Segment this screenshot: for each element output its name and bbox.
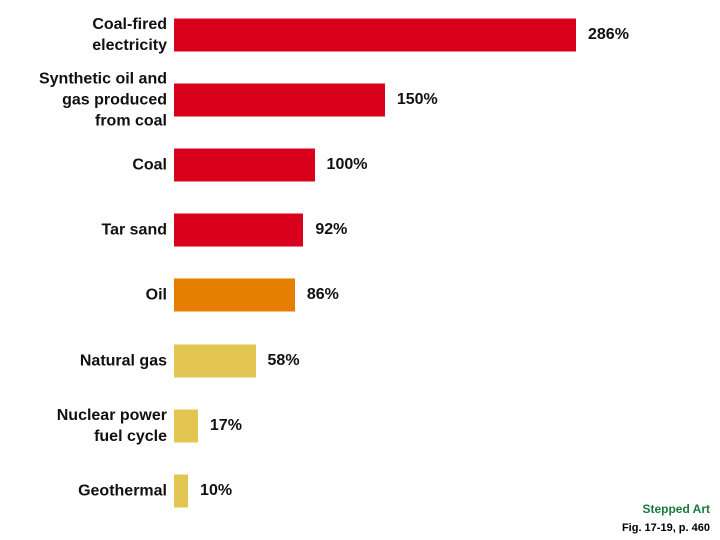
- category-label: Coal-fired electricity: [92, 16, 167, 54]
- category-label: Oil: [145, 286, 167, 304]
- value-label: 58%: [267, 351, 300, 369]
- annotation: Stepped Art: [642, 502, 710, 516]
- annotation: Fig. 17-19, p. 460: [621, 522, 710, 534]
- bar: [174, 409, 198, 443]
- category-label: Geothermal: [78, 482, 167, 500]
- value-label: 100%: [326, 156, 368, 174]
- category-label: Tar sand: [101, 221, 168, 239]
- value-label: 10%: [200, 481, 233, 499]
- bar: [174, 278, 295, 312]
- value-label: 150%: [396, 91, 438, 109]
- bar: [174, 148, 315, 182]
- value-label: 17%: [209, 416, 242, 434]
- bar: [174, 213, 304, 247]
- value-label: 286%: [588, 26, 629, 43]
- category-label: Synthetic oil and gas produced from coal: [38, 70, 167, 130]
- category-label: Natural gas: [79, 352, 167, 369]
- value-label: 92%: [315, 221, 348, 239]
- bar: [174, 344, 256, 377]
- bar: [174, 474, 189, 508]
- bar: [174, 83, 385, 117]
- category-label: Nuclear power fuel cycle: [56, 406, 167, 445]
- bar: [174, 18, 576, 52]
- value-label: 86%: [306, 286, 339, 304]
- category-label: Coal: [132, 156, 167, 174]
